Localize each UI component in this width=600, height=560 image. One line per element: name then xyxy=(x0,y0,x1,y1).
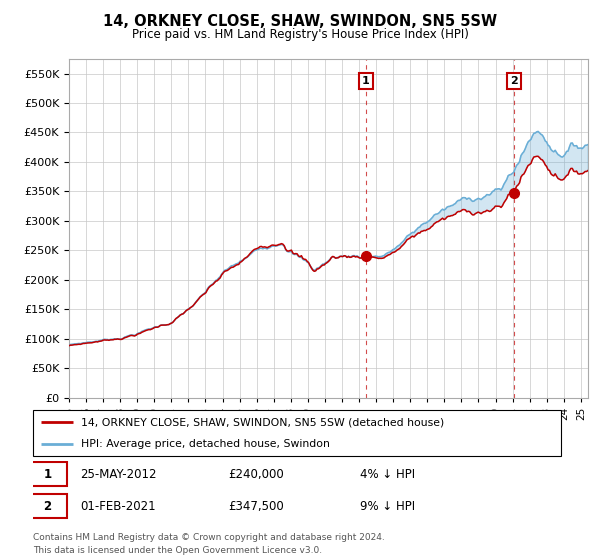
FancyBboxPatch shape xyxy=(28,494,67,518)
Text: 1: 1 xyxy=(43,468,52,480)
Text: £347,500: £347,500 xyxy=(229,500,284,513)
FancyBboxPatch shape xyxy=(33,410,561,456)
Text: 2: 2 xyxy=(43,500,52,513)
Text: 9% ↓ HPI: 9% ↓ HPI xyxy=(361,500,415,513)
Text: 14, ORKNEY CLOSE, SHAW, SWINDON, SN5 5SW: 14, ORKNEY CLOSE, SHAW, SWINDON, SN5 5SW xyxy=(103,14,497,29)
Text: 25-MAY-2012: 25-MAY-2012 xyxy=(80,468,157,480)
Text: Price paid vs. HM Land Registry's House Price Index (HPI): Price paid vs. HM Land Registry's House … xyxy=(131,28,469,41)
Text: 4% ↓ HPI: 4% ↓ HPI xyxy=(361,468,415,480)
Text: HPI: Average price, detached house, Swindon: HPI: Average price, detached house, Swin… xyxy=(80,440,329,450)
Text: £240,000: £240,000 xyxy=(229,468,284,480)
Text: 01-FEB-2021: 01-FEB-2021 xyxy=(80,500,156,513)
Text: 14, ORKNEY CLOSE, SHAW, SWINDON, SN5 5SW (detached house): 14, ORKNEY CLOSE, SHAW, SWINDON, SN5 5SW… xyxy=(80,417,444,427)
Text: 2: 2 xyxy=(510,76,518,86)
FancyBboxPatch shape xyxy=(28,462,67,486)
Text: Contains HM Land Registry data © Crown copyright and database right 2024.
This d: Contains HM Land Registry data © Crown c… xyxy=(33,533,385,554)
Text: 1: 1 xyxy=(362,76,370,86)
